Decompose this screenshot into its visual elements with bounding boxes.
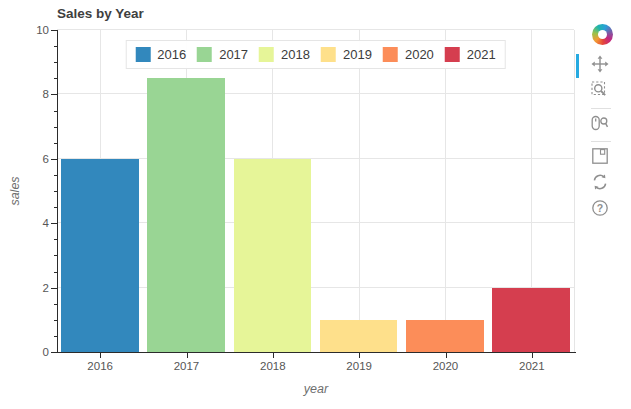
bar-2020 [406, 320, 484, 352]
legend-label: 2017 [219, 47, 248, 62]
legend-label: 2016 [157, 47, 186, 62]
legend: 2016 2017 2018 2019 2020 2021 [125, 40, 506, 69]
y-tick [54, 143, 57, 144]
y-ticks [50, 30, 57, 352]
y-tick [51, 30, 57, 31]
legend-swatch [383, 47, 398, 62]
legend-item-2019: 2019 [321, 47, 372, 62]
y-tick [54, 46, 57, 47]
y-tick [54, 127, 57, 128]
y-tick [51, 223, 57, 224]
legend-swatch [135, 47, 150, 62]
legend-label: 2020 [405, 47, 434, 62]
bar-2016 [61, 159, 139, 352]
legend-swatch [197, 47, 212, 62]
pan-icon [591, 55, 609, 77]
x-tick-label: 2021 [489, 360, 575, 372]
x-tick [187, 353, 188, 358]
y-tick [54, 304, 57, 305]
bokeh-figure: Sales by Year 201620172018201920202021 0… [0, 0, 631, 409]
y-tick [54, 62, 57, 63]
gridline [445, 30, 446, 352]
legend-swatch [445, 47, 460, 62]
x-tick [273, 353, 274, 358]
chart-title: Sales by Year [57, 6, 144, 21]
x-tick [532, 353, 533, 358]
toolbar: ? [576, 22, 628, 223]
legend-item-2017: 2017 [197, 47, 248, 62]
x-ticks [57, 353, 575, 359]
svg-text:?: ? [597, 202, 603, 214]
y-tick [54, 207, 57, 208]
legend-label: 2018 [281, 47, 310, 62]
y-tick-label: 4 [0, 216, 49, 230]
y-tick [51, 94, 57, 95]
gridline [57, 93, 574, 94]
help-icon: ? [591, 199, 609, 221]
y-tick [54, 255, 57, 256]
y-tick [54, 272, 57, 273]
legend-swatch [321, 47, 336, 62]
y-tick-label: 6 [0, 152, 49, 166]
x-tick-label: 2016 [57, 360, 143, 372]
save-icon [591, 147, 609, 169]
y-tick-label: 0 [0, 345, 49, 359]
box-zoom-icon [591, 81, 609, 103]
x-tick-label: 2020 [402, 360, 488, 372]
x-axis-label: year [57, 382, 575, 396]
x-tick-labels: 201620172018201920202021 [57, 360, 575, 374]
legend-item-2020: 2020 [383, 47, 434, 62]
x-tick [446, 353, 447, 358]
legend-swatch [259, 47, 274, 62]
bar-2018 [234, 159, 312, 352]
wheel-zoom-tool-button[interactable] [576, 112, 628, 138]
bar-2021 [492, 288, 570, 352]
x-tick-label: 2019 [316, 360, 402, 372]
y-tick [54, 239, 57, 240]
y-tick [54, 336, 57, 337]
bar-2017 [147, 78, 225, 352]
x-tick-label: 2018 [230, 360, 316, 372]
y-tick [54, 111, 57, 112]
y-tick-label: 2 [0, 281, 49, 295]
bokeh-logo[interactable] [592, 24, 613, 45]
legend-item-2018: 2018 [259, 47, 310, 62]
help-tool-button[interactable]: ? [576, 197, 628, 223]
legend-label: 2021 [467, 47, 496, 62]
y-tick [54, 78, 57, 79]
y-axis-line [57, 30, 58, 353]
gridline [359, 30, 360, 352]
x-tick-label: 2017 [143, 360, 229, 372]
gridline [57, 29, 574, 30]
y-tick [54, 191, 57, 192]
reset-icon [591, 173, 609, 195]
active-tool-indicator [576, 54, 579, 78]
box-zoom-tool-button[interactable] [576, 79, 628, 105]
plot-area[interactable]: 2016 2017 2018 2019 2020 2021 [57, 30, 575, 352]
y-tick-label: 8 [0, 87, 49, 101]
wheel-zoom-icon [591, 114, 609, 136]
legend-label: 2019 [343, 47, 372, 62]
legend-item-2021: 2021 [445, 47, 496, 62]
bar-2019 [320, 320, 398, 352]
x-tick [359, 353, 360, 358]
legend-items: 2016 2017 2018 2019 2020 2021 [135, 47, 496, 62]
x-tick [100, 353, 101, 358]
toolbar-separator [591, 141, 611, 142]
y-tick [51, 159, 57, 160]
save-tool-button[interactable] [576, 145, 628, 171]
y-tick [51, 288, 57, 289]
toolbar-separator [591, 108, 611, 109]
pan-tool-button[interactable] [576, 53, 628, 79]
reset-tool-button[interactable] [576, 171, 628, 197]
y-tick [54, 175, 57, 176]
legend-item-2016: 2016 [135, 47, 186, 62]
y-tick-label: 10 [0, 23, 49, 37]
y-tick [54, 320, 57, 321]
